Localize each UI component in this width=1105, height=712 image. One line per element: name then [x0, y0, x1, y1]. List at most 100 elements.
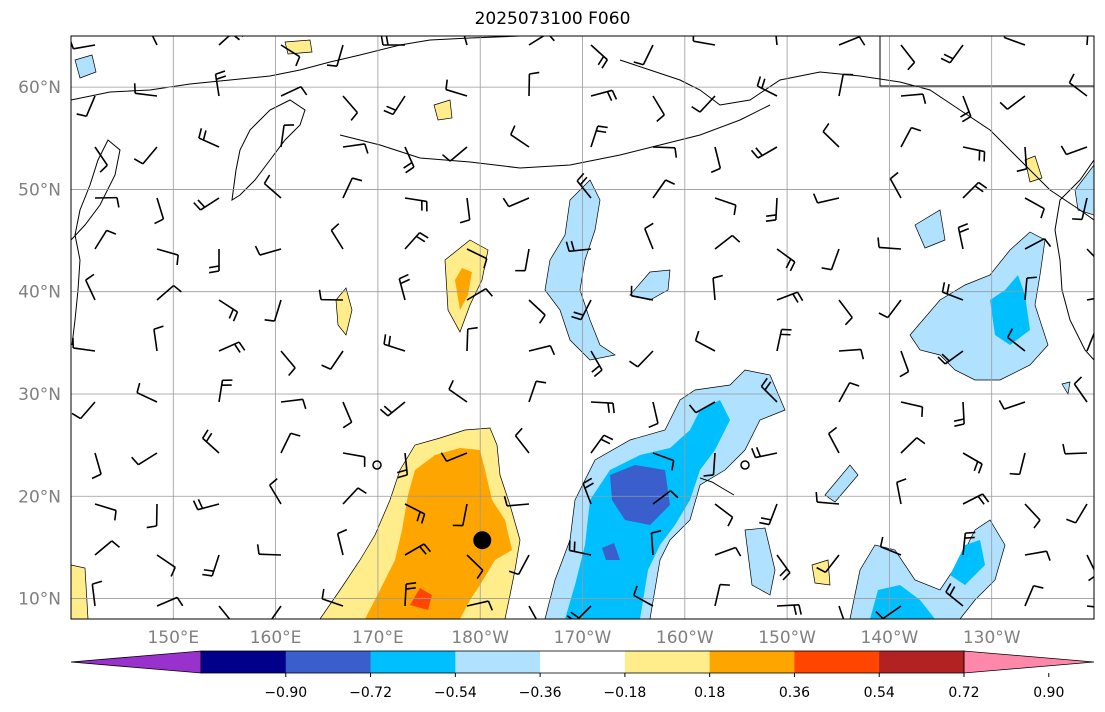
wind-barb-51	[94, 196, 120, 208]
wind-barb-128	[648, 401, 659, 429]
wind-barb-11	[775, 36, 778, 46]
wind-barb-130	[760, 377, 778, 403]
wind-barb-54	[263, 174, 282, 199]
wind-barb-46	[822, 122, 840, 148]
negative-field-central-east	[824, 464, 859, 503]
wind-barb-120	[136, 382, 158, 403]
lon-label-2: 170°E	[352, 628, 404, 648]
wind-barb-14	[940, 44, 964, 64]
wind-barb-5	[380, 36, 405, 46]
wind-barb-198	[776, 604, 802, 616]
wind-barb-37	[280, 124, 295, 148]
negative-field-core-2	[602, 543, 620, 560]
positive-field-west-coast	[71, 564, 89, 619]
wind-barb-97	[838, 299, 853, 326]
wind-barb-163	[714, 503, 734, 527]
wind-barb-7	[528, 36, 555, 46]
colorbar-tick-label-5: 0.18	[694, 685, 725, 701]
lon-label-6: 150°W	[758, 628, 816, 648]
wind-barb-17	[76, 95, 96, 118]
wind-barb-117	[1006, 328, 1026, 352]
wind-barb-171	[156, 554, 176, 577]
wind-barb-183	[879, 536, 902, 556]
wind-barb-39	[403, 146, 415, 174]
wind-barb-9	[633, 44, 654, 66]
wind-barb-133	[953, 401, 965, 427]
lon-label-4: 170°W	[554, 628, 612, 648]
wind-barb-153	[94, 503, 117, 521]
wind-barb-24	[528, 71, 540, 97]
wind-barb-94	[630, 285, 654, 301]
wind-barb-185	[1024, 550, 1051, 561]
wind-barb-49	[1016, 146, 1028, 173]
wind-barb-53	[193, 197, 220, 211]
wind-barb-196	[633, 585, 654, 607]
wind-barb-144	[590, 434, 614, 454]
wind-barb-160	[503, 496, 530, 507]
wind-barb-98	[878, 299, 902, 319]
lat-label-3: 30°N	[18, 385, 61, 405]
marker-circle-east	[740, 460, 750, 470]
wind-barb-43	[652, 146, 678, 158]
red-core	[410, 588, 432, 610]
wind-barb-2	[218, 36, 244, 46]
wind-barb-65	[962, 181, 988, 199]
wind-barb-41	[510, 125, 530, 148]
wind-barb-48	[962, 146, 986, 162]
wind-barb-131	[838, 382, 860, 403]
colorbar-tick-label-7: 0.54	[864, 685, 895, 701]
coastline-north-america	[1054, 159, 1094, 361]
wind-barb-156	[268, 478, 282, 505]
wind-barb-136	[91, 452, 102, 480]
wind-barb-108	[466, 326, 478, 352]
wind-barb-89	[318, 289, 344, 301]
wind-barb-188	[156, 596, 184, 607]
wind-barb-79	[776, 248, 796, 272]
wind-barb-21	[342, 95, 359, 121]
wind-barb-186	[1086, 554, 1094, 582]
border-alaska-canada	[879, 36, 1094, 87]
wind-barb-13	[900, 44, 916, 71]
wind-barb-1	[151, 36, 158, 46]
colorbar-extend-low	[70, 650, 202, 674]
lon-label-5: 160°W	[656, 628, 714, 648]
colorbar-bin-5	[624, 651, 711, 673]
wind-barb-40	[441, 146, 468, 162]
wind-barb-8	[590, 44, 609, 69]
wind-barb-139	[280, 432, 301, 454]
negative-field-northwest	[74, 54, 97, 79]
positive-anomaly-shading	[71, 39, 1043, 619]
wind-barb-36	[198, 128, 220, 148]
wind-barb-104	[218, 341, 246, 353]
wind-barb-67	[1072, 197, 1088, 221]
wind-barb-90	[398, 273, 411, 301]
colorbar-tick-label-6: 0.36	[779, 685, 810, 701]
lat-label-5: 10°N	[18, 590, 61, 610]
wind-barb-3	[280, 44, 301, 67]
wind-barb-110	[590, 350, 603, 378]
negative-field-east-small	[914, 209, 946, 249]
wind-barb-75	[515, 248, 530, 272]
wind-barb-123	[342, 401, 353, 429]
positive-blob-far-north	[284, 39, 313, 55]
wind-barb-143	[514, 427, 530, 454]
wind-barb-78	[714, 234, 741, 250]
wind-barb-178	[568, 540, 592, 556]
wind-barb-150	[962, 452, 983, 474]
wind-barb-200	[875, 605, 902, 619]
colorbar-bin-1	[285, 651, 372, 673]
wind-barb-71	[254, 245, 282, 256]
coastline-kamchatka	[231, 99, 306, 201]
colorbar: −0.90 −0.72 −0.54 −0.36 −0.18 0.18 0.36 0.54 0.7…	[70, 650, 1095, 701]
wind-barb-114	[838, 348, 865, 360]
wind-barb-134	[998, 400, 1026, 410]
wind-barb-22	[383, 95, 406, 116]
wind-barb-16	[1086, 36, 1089, 46]
wind-barb-26	[652, 95, 666, 122]
wind-barb-91	[466, 287, 493, 301]
wind-barb-190	[270, 605, 282, 619]
wind-barb-34	[94, 146, 108, 173]
negative-field-mid-small	[744, 527, 776, 596]
wind-barb-72	[330, 223, 344, 250]
